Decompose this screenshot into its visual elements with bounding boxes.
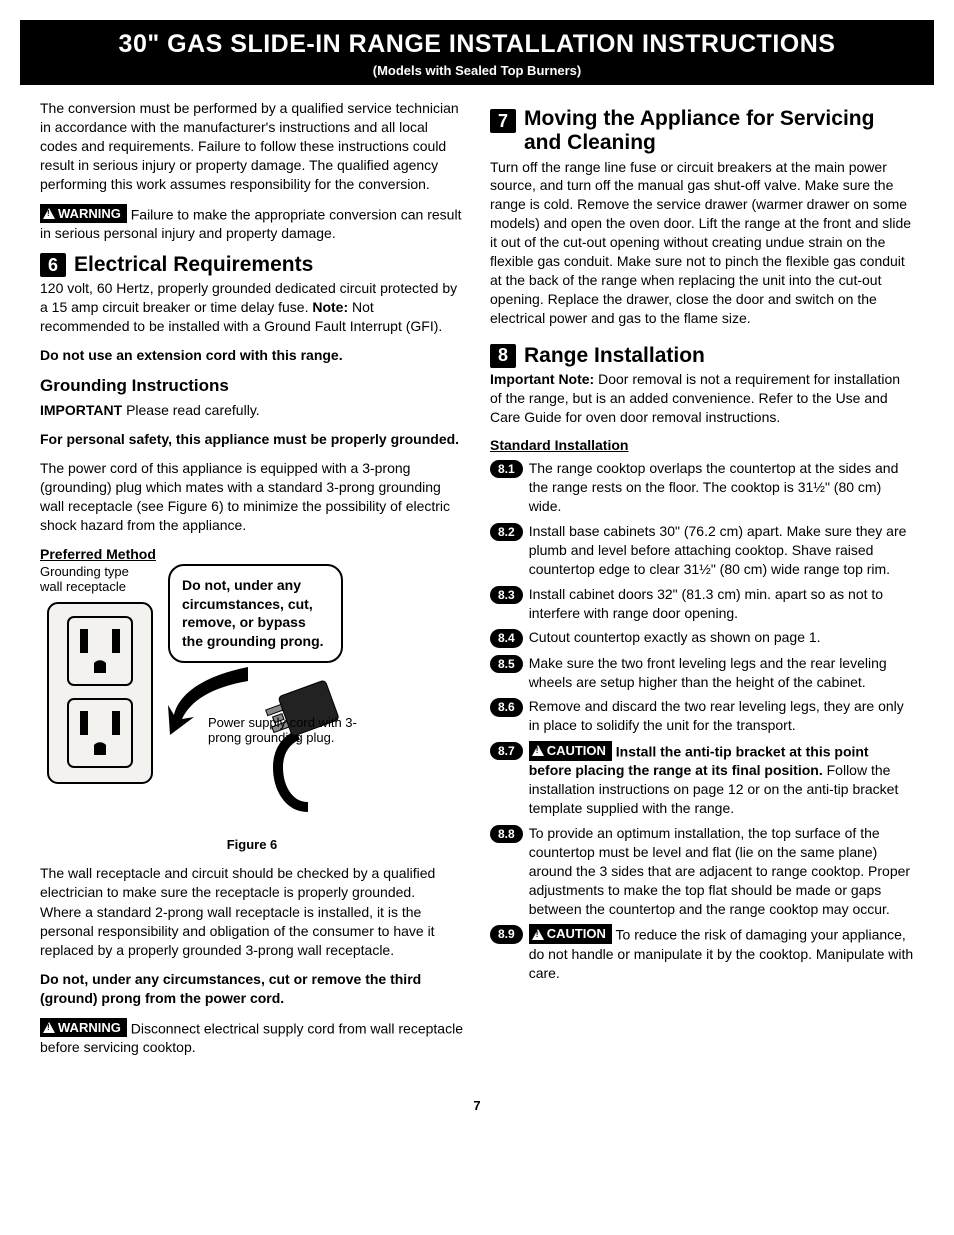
caution-label: CAUTION [547, 742, 606, 760]
page-number: 7 [0, 1097, 954, 1115]
step-text: Make sure the two front leveling legs an… [529, 654, 914, 692]
step-text: CAUTION Install the anti-tip bracket at … [529, 741, 914, 818]
warning-2: WARNING Disconnect electrical supply cor… [40, 1018, 464, 1057]
section-number: 6 [40, 253, 66, 277]
important-label: IMPORTANT [40, 402, 122, 418]
step-number: 8.1 [490, 460, 523, 478]
preferred-method-label: Preferred Method [40, 545, 464, 564]
intro-paragraph: The conversion must be performed by a qu… [40, 99, 464, 193]
section-number: 8 [490, 344, 516, 368]
step-8-3: 8.3 Install cabinet doors 32" (81.3 cm) m… [490, 585, 914, 623]
step-8-5: 8.5 Make sure the two front leveling legs… [490, 654, 914, 692]
step-number: 8.2 [490, 523, 523, 541]
section-6-title: Electrical Requirements [74, 253, 313, 277]
step-text: The range cooktop overlaps the counterto… [529, 459, 914, 516]
important-note-label: Important Note: [490, 371, 594, 387]
step-8-4: 8.4 Cutout countertop exactly as shown on… [490, 628, 914, 647]
grounding-heading: Grounding Instructions [40, 375, 464, 398]
warning-label: WARNING [58, 205, 121, 223]
figure-6: Preferred Method Grounding type wall rec… [40, 545, 464, 854]
content-columns: The conversion must be performed by a qu… [0, 99, 954, 1067]
step-number: 8.8 [490, 825, 523, 843]
header-title: 30" GAS SLIDE-IN RANGE INSTALLATION INST… [20, 28, 934, 62]
sec8-note: Important Note: Door removal is not a re… [490, 370, 914, 427]
step-number: 8.9 [490, 925, 523, 943]
step-number: 8.4 [490, 629, 523, 647]
warning-1: WARNING Failure to make the appropriate … [40, 204, 464, 243]
step-number: 8.6 [490, 698, 523, 716]
grounding-bold: For personal safety, this appliance must… [40, 430, 464, 449]
sec6-paragraph: 120 volt, 60 Hertz, properly grounded de… [40, 279, 464, 336]
step-text: Install cabinet doors 32" (81.3 cm) min.… [529, 585, 914, 623]
header-subtitle: (Models with Sealed Top Burners) [20, 62, 934, 80]
no-cut-prong: Do not, under any circumstances, cut or … [40, 970, 464, 1008]
figure-caption: Figure 6 [40, 836, 464, 854]
section-8-heading: 8 Range Installation [490, 344, 914, 368]
section-8-title: Range Installation [524, 344, 705, 368]
outlet-illustration [40, 599, 160, 789]
important-line: IMPORTANT Please read carefully. [40, 401, 464, 420]
sec6-text: 120 volt, 60 Hertz, properly grounded de… [40, 280, 457, 315]
step-number: 8.7 [490, 742, 523, 760]
caution-label: CAUTION [547, 925, 606, 943]
step-number: 8.3 [490, 586, 523, 604]
warning-badge: WARNING [40, 204, 127, 224]
plug-label: Power supply cord with 3-prong grounding… [208, 715, 378, 746]
warning-label: WARNING [58, 1019, 121, 1037]
caution-icon [532, 929, 544, 940]
important-text: Please read carefully. [122, 402, 259, 418]
header-bar: 30" GAS SLIDE-IN RANGE INSTALLATION INST… [20, 20, 934, 85]
right-column: 7 Moving the Appliance for Servicing and… [490, 99, 914, 1067]
step-8-9: 8.9 CAUTION To reduce the risk of damagi… [490, 924, 914, 982]
step-8-6: 8.6 Remove and discard the two rear level… [490, 697, 914, 735]
warning-badge: WARNING [40, 1018, 127, 1038]
section-number: 7 [490, 109, 516, 133]
step-8-2: 8.2 Install base cabinets 30" (76.2 cm) a… [490, 522, 914, 579]
callout-box: Do not, under any circumstances, cut, re… [168, 564, 343, 664]
step-text: CAUTION To reduce the risk of damaging y… [529, 924, 914, 982]
step-8-1: 8.1 The range cooktop overlaps the counte… [490, 459, 914, 516]
note-label: Note: [312, 299, 348, 315]
step-text: To provide an optimum installation, the … [529, 824, 914, 918]
caution-badge: CAUTION [529, 924, 612, 944]
sec7-paragraph: Turn off the range line fuse or circuit … [490, 158, 914, 328]
caution-badge: CAUTION [529, 741, 612, 761]
no-extension-cord: Do not use an extension cord with this r… [40, 346, 464, 365]
caution-icon [532, 745, 544, 756]
section-7-title: Moving the Appliance for Servicing and C… [524, 107, 874, 154]
step-text: Cutout countertop exactly as shown on pa… [529, 628, 914, 647]
step-8-7: 8.7 CAUTION Install the anti-tip bracket… [490, 741, 914, 818]
wall-receptacle-p1: The wall receptacle and circuit should b… [40, 864, 464, 902]
step-number: 8.5 [490, 655, 523, 673]
left-column: The conversion must be performed by a qu… [40, 99, 464, 1067]
standard-installation-label: Standard Installation [490, 436, 914, 455]
step-text: Remove and discard the two rear leveling… [529, 697, 914, 735]
step-text: Install base cabinets 30" (76.2 cm) apar… [529, 522, 914, 579]
wall-receptacle-p2: Where a standard 2-prong wall receptacle… [40, 903, 464, 960]
warning-icon [43, 1022, 55, 1033]
installation-steps: 8.1 The range cooktop overlaps the counte… [490, 459, 914, 982]
section-6-heading: 6 Electrical Requirements [40, 253, 464, 277]
grounding-paragraph: The power cord of this appliance is equi… [40, 459, 464, 535]
receptacle-label: Grounding type wall receptacle [40, 564, 150, 595]
section-7-heading: 7 Moving the Appliance for Servicing and… [490, 107, 914, 155]
step-8-8: 8.8 To provide an optimum installation, t… [490, 824, 914, 918]
warning-icon [43, 208, 55, 219]
